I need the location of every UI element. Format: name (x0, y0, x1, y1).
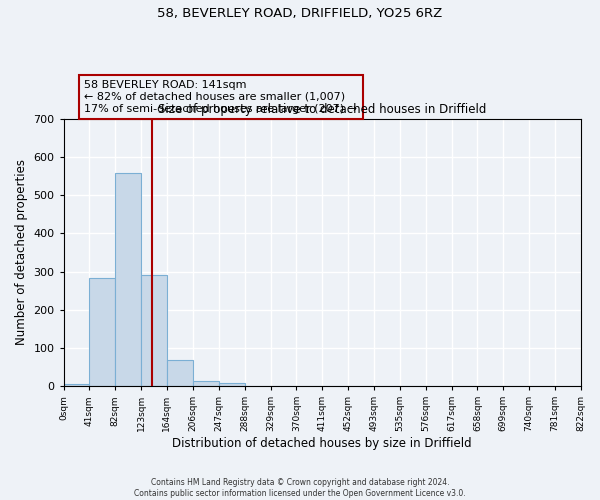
Bar (219, 383, 245, 386)
Y-axis label: Number of detached properties: Number of detached properties (15, 160, 28, 346)
X-axis label: Distribution of detached houses by size in Driffield: Distribution of detached houses by size … (172, 437, 472, 450)
Text: Contains HM Land Registry data © Crown copyright and database right 2024.
Contai: Contains HM Land Registry data © Crown c… (134, 478, 466, 498)
Bar (141, 274, 167, 386)
Text: 58, BEVERLEY ROAD, DRIFFIELD, YO25 6RZ: 58, BEVERLEY ROAD, DRIFFIELD, YO25 6RZ (157, 8, 443, 20)
Bar (64, 384, 89, 386)
Bar (167, 360, 193, 386)
Bar (193, 380, 219, 386)
Bar (89, 278, 115, 386)
Text: 58 BEVERLEY ROAD: 141sqm
← 82% of detached houses are smaller (1,007)
17% of sem: 58 BEVERLEY ROAD: 141sqm ← 82% of detach… (85, 80, 358, 114)
Bar (115, 173, 141, 386)
Title: Size of property relative to detached houses in Driffield: Size of property relative to detached ho… (158, 104, 486, 117)
